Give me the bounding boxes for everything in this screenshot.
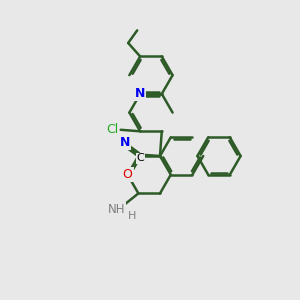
Text: O: O bbox=[123, 168, 133, 181]
Text: N: N bbox=[120, 136, 130, 149]
Text: Cl: Cl bbox=[106, 123, 118, 136]
Text: N: N bbox=[135, 87, 146, 101]
Text: H: H bbox=[128, 211, 136, 221]
Text: NH: NH bbox=[108, 203, 125, 216]
Text: C: C bbox=[136, 153, 144, 164]
